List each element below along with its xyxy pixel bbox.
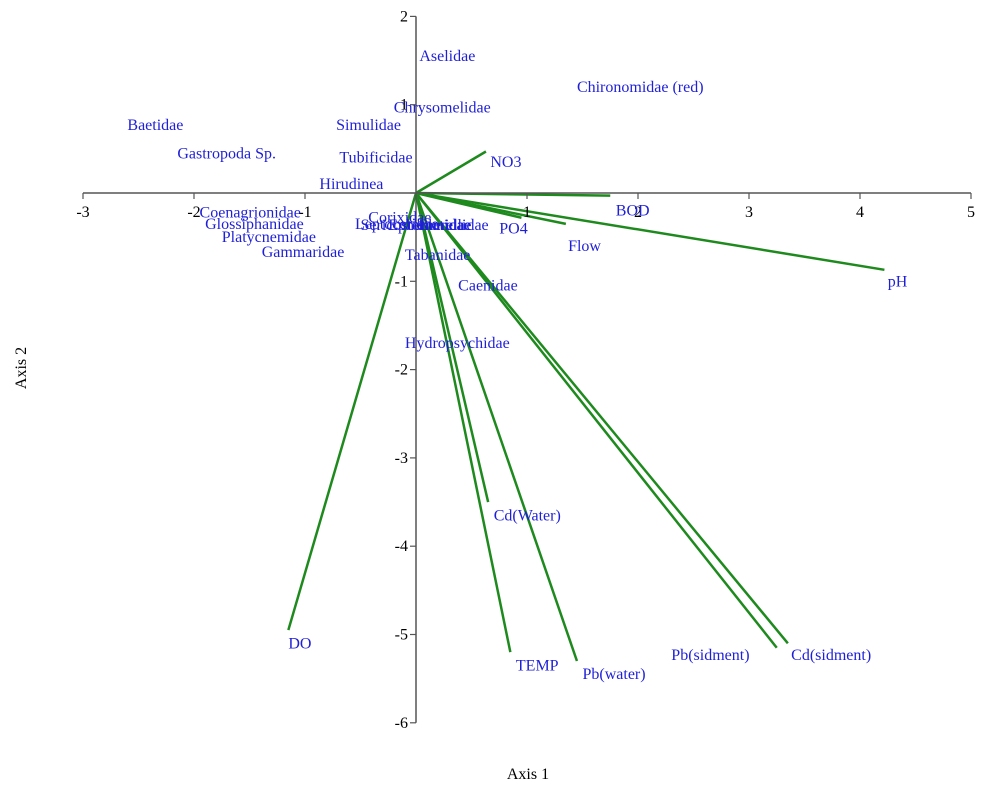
- species-label: Simulidae: [336, 117, 401, 134]
- y-tick-label: -6: [395, 715, 408, 732]
- species-label: Chironomidae (red): [577, 79, 704, 96]
- vector-pb-water-: [414, 192, 579, 662]
- y-tick-label: -2: [395, 362, 408, 379]
- vector-label: Flow: [568, 238, 601, 255]
- vector-temp: [414, 192, 512, 653]
- species-label: Corixidae: [368, 210, 431, 227]
- vector-label: TEMP: [516, 657, 559, 674]
- y-tick-label: -3: [395, 450, 408, 467]
- x-axis-title: Axis 1: [507, 766, 549, 783]
- vector-cd-sidment-: [415, 192, 789, 645]
- vector-label: PO4: [499, 220, 527, 237]
- species-label: Aselidae: [419, 48, 475, 65]
- y-tick-label: -1: [395, 273, 408, 290]
- species-label: Baetidae: [127, 117, 183, 134]
- x-tick-label: 1: [523, 204, 531, 221]
- species-label: Hirudinea: [319, 176, 383, 193]
- point-labels: NO3 BOD PO4 Flow pH DO Cd(Water) TEMP Pb(water) P…: [127, 48, 907, 683]
- species-label: Hydropsychidae: [405, 335, 510, 352]
- species-label: Coenagrionidae: [200, 204, 301, 221]
- y-tick-label: -5: [395, 627, 408, 644]
- environmental-vectors: [287, 150, 885, 662]
- vector-label: Cd(sidment): [791, 647, 871, 664]
- vector-label: BOD: [616, 203, 650, 220]
- x-tick-label: -1: [298, 204, 311, 221]
- species-label: Chrysomelidae: [394, 99, 491, 116]
- vector-label: Pb(water): [583, 666, 646, 683]
- vector-label: Pb(sidment): [671, 647, 749, 664]
- vector-do: [287, 192, 418, 631]
- x-tick-label: 4: [856, 204, 864, 221]
- x-tick-label: 5: [967, 204, 975, 221]
- axes: -3 -2 -1 1 2 3 4 5 2 1 -1 -2 -3 -4 -5 -6: [76, 8, 975, 731]
- x-tick-label: 3: [745, 204, 753, 221]
- y-tick-label: 2: [400, 8, 408, 25]
- x-tick-label: -2: [187, 204, 200, 221]
- species-label: Tubificidae: [339, 150, 412, 167]
- vector-no3: [415, 150, 487, 195]
- vector-label: DO: [288, 635, 311, 652]
- species-label: Tabanidae: [405, 247, 471, 264]
- vector-cd-water-: [414, 192, 490, 503]
- y-tick-label: -4: [395, 538, 408, 555]
- vector-pb-sidment-: [415, 192, 778, 649]
- x-tick-label: 2: [634, 204, 642, 221]
- species-label: Leptoceridae: [355, 216, 439, 233]
- x-tick-label: -3: [76, 204, 89, 221]
- species-label: Caenidae: [458, 278, 518, 295]
- species-label: Glossiphanidae: [205, 216, 304, 233]
- y-tick-label: 1: [400, 97, 408, 114]
- vector-label: pH: [888, 273, 908, 290]
- vector-label: Cd(Water): [494, 507, 561, 524]
- species-label: Gammaridae: [262, 244, 345, 261]
- species-label: Platycnemidae: [222, 229, 316, 246]
- species-label: Elmidae: [418, 217, 471, 234]
- vector-ph: [415, 191, 885, 272]
- species-label: Sericostomatidae: [361, 217, 471, 234]
- species-label: Gastropoda Sp.: [177, 145, 276, 162]
- species-label: Ephemerellidae: [388, 217, 488, 234]
- y-axis-title: Axis 2: [13, 347, 30, 389]
- vector-label: NO3: [490, 154, 521, 171]
